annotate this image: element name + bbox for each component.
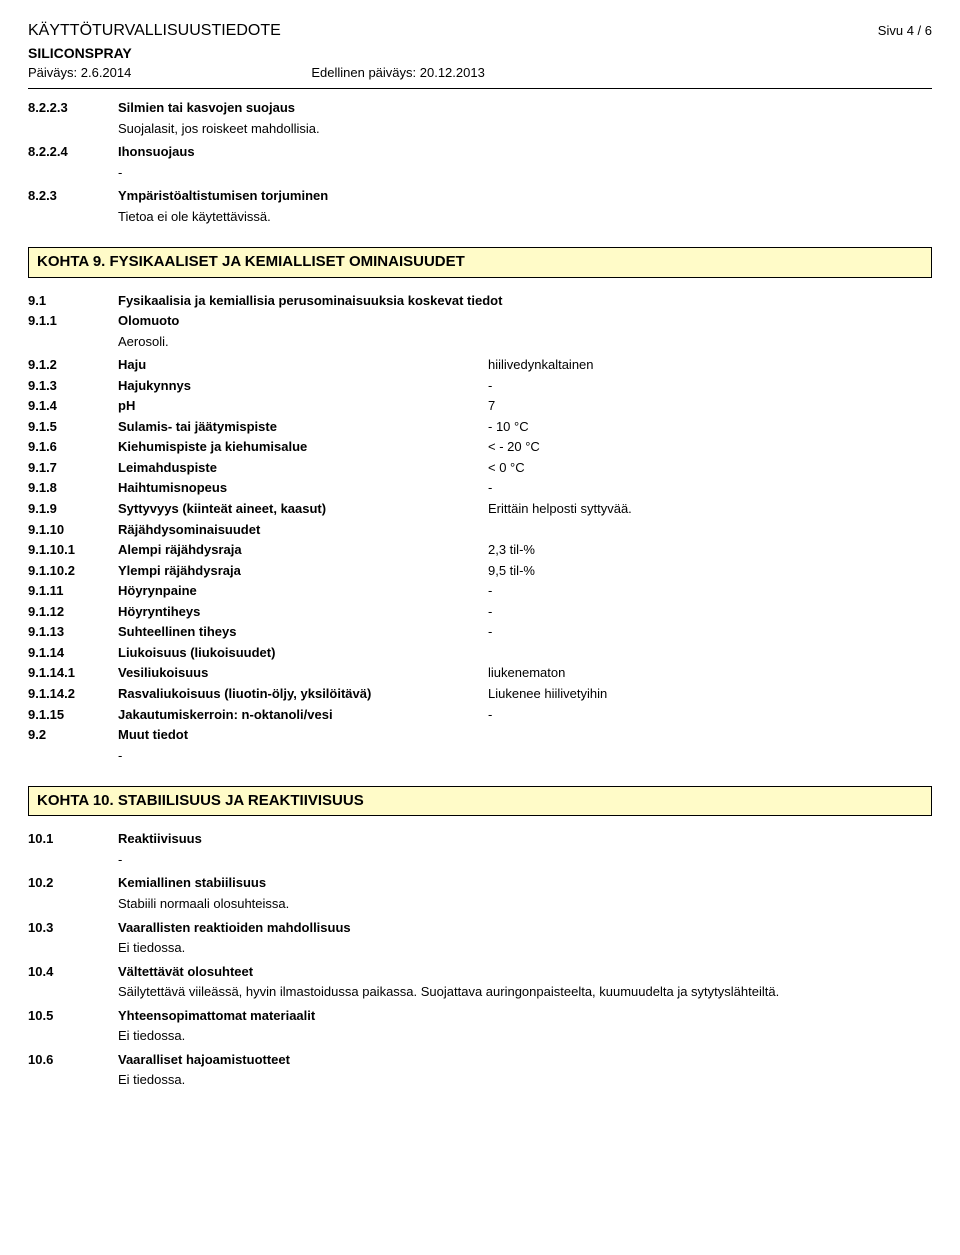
text: Ei tiedossa. [118, 939, 932, 957]
text: Stabiili normaali olosuhteissa. [118, 895, 932, 913]
value: Liukenee hiilivetyihin [488, 685, 932, 703]
label: Leimahduspiste [118, 459, 488, 477]
header-rule [28, 88, 932, 89]
value: 2,3 til-% [488, 541, 932, 559]
code: 9.1.11 [28, 582, 118, 600]
label: Fysikaalisia ja kemiallisia perusominais… [118, 292, 932, 310]
label: pH [118, 397, 488, 415]
label: Ympäristöaltistumisen torjuminen [118, 187, 488, 205]
section-9-header: KOHTA 9. FYSIKAALISET JA KEMIALLISET OMI… [28, 247, 932, 277]
code: 10.2 [28, 874, 118, 892]
code: 10.1 [28, 830, 118, 848]
doc-title: KÄYTTÖTURVALLISUUSTIEDOTE [28, 20, 281, 42]
label: Vaarallisten reaktioiden mahdollisuus [118, 919, 488, 937]
label: Haihtumisnopeus [118, 479, 488, 497]
label: Ylempi räjähdysraja [118, 562, 488, 580]
code: 9.1.10 [28, 521, 118, 539]
text: Aerosoli. [118, 333, 932, 351]
value: - [488, 377, 932, 395]
code: 9.1.10.1 [28, 541, 118, 559]
value: 7 [488, 397, 932, 415]
label: Suhteellinen tiheys [118, 623, 488, 641]
code: 9.2 [28, 726, 118, 744]
code: 9.1.15 [28, 706, 118, 724]
label: Höyryntiheys [118, 603, 488, 621]
code: 9.1.10.2 [28, 562, 118, 580]
label: Syttyvyys (kiinteät aineet, kaasut) [118, 500, 488, 518]
label: Yhteensopimattomat materiaalit [118, 1007, 488, 1025]
value: Erittäin helposti syttyvää. [488, 500, 932, 518]
label: Ihonsuojaus [118, 143, 488, 161]
code: 8.2.3 [28, 187, 118, 205]
code: 9.1.12 [28, 603, 118, 621]
section-10-header: KOHTA 10. STABIILISUUS JA REAKTIIVISUUS [28, 786, 932, 816]
label: Liukoisuus (liukoisuudet) [118, 644, 488, 662]
text: Ei tiedossa. [118, 1027, 932, 1045]
label: Vaaralliset hajoamistuotteet [118, 1051, 488, 1069]
code: 9.1.14 [28, 644, 118, 662]
value: liukenematon [488, 664, 932, 682]
label: Kiehumispiste ja kiehumisalue [118, 438, 488, 456]
text: Ei tiedossa. [118, 1071, 932, 1089]
value: - [488, 706, 932, 724]
label: Vesiliukoisuus [118, 664, 488, 682]
code: 9.1.1 [28, 312, 118, 330]
label: Haju [118, 356, 488, 374]
code: 10.6 [28, 1051, 118, 1069]
code: 10.4 [28, 963, 118, 981]
value: - 10 °C [488, 418, 932, 436]
code: 9.1.14.2 [28, 685, 118, 703]
label: Höyrynpaine [118, 582, 488, 600]
value: < - 20 °C [488, 438, 932, 456]
code: 8.2.2.4 [28, 143, 118, 161]
label: Reaktiivisuus [118, 830, 488, 848]
label: Räjähdysominaisuudet [118, 521, 488, 539]
text: - [118, 747, 932, 765]
code: 10.3 [28, 919, 118, 937]
label: Alempi räjähdysraja [118, 541, 488, 559]
code: 10.5 [28, 1007, 118, 1025]
value: < 0 °C [488, 459, 932, 477]
code: 9.1.7 [28, 459, 118, 477]
text: - [118, 851, 932, 869]
value: - [488, 479, 932, 497]
value: 9,5 til-% [488, 562, 932, 580]
label: Hajukynnys [118, 377, 488, 395]
date: Päiväys: 2.6.2014 [28, 64, 131, 82]
label: Olomuoto [118, 312, 488, 330]
value: hiilivedynkaltainen [488, 356, 932, 374]
text: Säilytettävä viileässä, hyvin ilmastoidu… [118, 983, 932, 1001]
label: Kemiallinen stabiilisuus [118, 874, 488, 892]
code: 9.1.4 [28, 397, 118, 415]
label: Vältettävät olosuhteet [118, 963, 488, 981]
code: 9.1.3 [28, 377, 118, 395]
text: Suojalasit, jos roiskeet mahdollisia. [118, 120, 932, 138]
text: - [118, 164, 932, 182]
label: Rasvaliukoisuus (liuotin-öljy, yksilöitä… [118, 685, 488, 703]
value: - [488, 623, 932, 641]
value: - [488, 603, 932, 621]
code: 9.1.5 [28, 418, 118, 436]
prev-date: Edellinen päiväys: 20.12.2013 [311, 64, 484, 82]
label: Silmien tai kasvojen suojaus [118, 99, 488, 117]
label: Sulamis- tai jäätymispiste [118, 418, 488, 436]
label: Jakautumiskerroin: n-oktanoli/vesi [118, 706, 488, 724]
value: - [488, 582, 932, 600]
code: 9.1.2 [28, 356, 118, 374]
text: Tietoa ei ole käytettävissä. [118, 208, 932, 226]
code: 9.1.13 [28, 623, 118, 641]
code: 9.1 [28, 292, 118, 310]
code: 9.1.9 [28, 500, 118, 518]
code: 9.1.6 [28, 438, 118, 456]
code: 9.1.8 [28, 479, 118, 497]
code: 9.1.14.1 [28, 664, 118, 682]
page-number: Sivu 4 / 6 [878, 22, 932, 40]
product-name: SILICONSPRAY [28, 44, 932, 63]
label: Muut tiedot [118, 726, 488, 744]
code: 8.2.2.3 [28, 99, 118, 117]
